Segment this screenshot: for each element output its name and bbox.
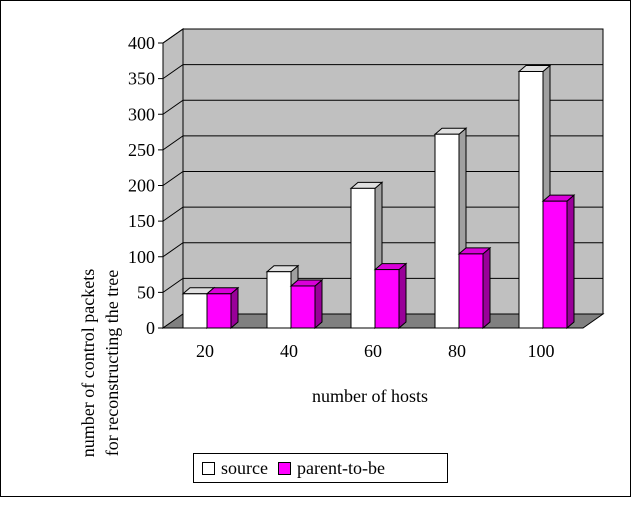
y-axis-label-line-2: for reconstructing the tree (102, 269, 122, 457)
bar-side-parent-to-be-100 (566, 194, 575, 330)
x-tick-label: 20 (196, 341, 214, 361)
bar-source-40 (266, 271, 292, 329)
bar-parent-to-be-80 (458, 253, 484, 329)
y-axis-label: number of control packets for reconstruc… (76, 213, 126, 513)
bar-parent-to-be-60 (374, 269, 400, 329)
y-tick-label: 400 (128, 33, 155, 53)
y-tick-label: 300 (128, 104, 155, 124)
bar-side-parent-to-be-40 (314, 278, 323, 330)
bar-parent-to-be-20 (206, 293, 232, 329)
bar-parent-to-be-100 (542, 200, 568, 329)
legend: source parent-to-be (193, 453, 448, 483)
x-axis-label: number of hosts (312, 386, 428, 406)
legend-swatch-source (202, 461, 215, 475)
gridline (162, 64, 603, 80)
bar-source-80 (434, 133, 460, 329)
x-tick-label: 60 (364, 341, 382, 361)
y-tick-label: 350 (128, 69, 155, 89)
legend-item-source: source (202, 458, 268, 479)
bar-source-60 (350, 187, 376, 329)
gridline (162, 99, 603, 115)
bar-chart: 0 50 100 150 200 250 300 350 400 20 40 60 80 100 (128, 28, 605, 361)
y-tick-label: 100 (128, 247, 155, 267)
bar-side-parent-to-be-80 (482, 246, 491, 330)
y-tick-label: 50 (137, 282, 155, 302)
y-tick-label: 200 (128, 176, 155, 196)
x-tick-label: 80 (448, 341, 466, 361)
x-tick-label: 100 (528, 341, 555, 361)
gridline (162, 28, 603, 44)
bar-source-100 (518, 71, 544, 329)
bar-source-20 (182, 293, 208, 329)
y-axis-label-line-1: number of control packets (78, 268, 98, 458)
y-tick-label: 250 (128, 140, 155, 160)
legend-label-source: source (221, 457, 268, 478)
legend-swatch-parent-to-be (277, 461, 291, 475)
y-tick-label: 0 (146, 318, 155, 338)
bar-side-parent-to-be-20 (230, 286, 239, 330)
bar-side-parent-to-be-60 (398, 262, 407, 330)
legend-label-parent-to-be: parent-to-be (296, 457, 385, 478)
bar-parent-to-be-40 (290, 285, 316, 329)
x-tick-label: 40 (280, 341, 298, 361)
legend-item-parent-to-be: parent-to-be (277, 457, 385, 479)
y-tick-label: 150 (128, 211, 155, 231)
